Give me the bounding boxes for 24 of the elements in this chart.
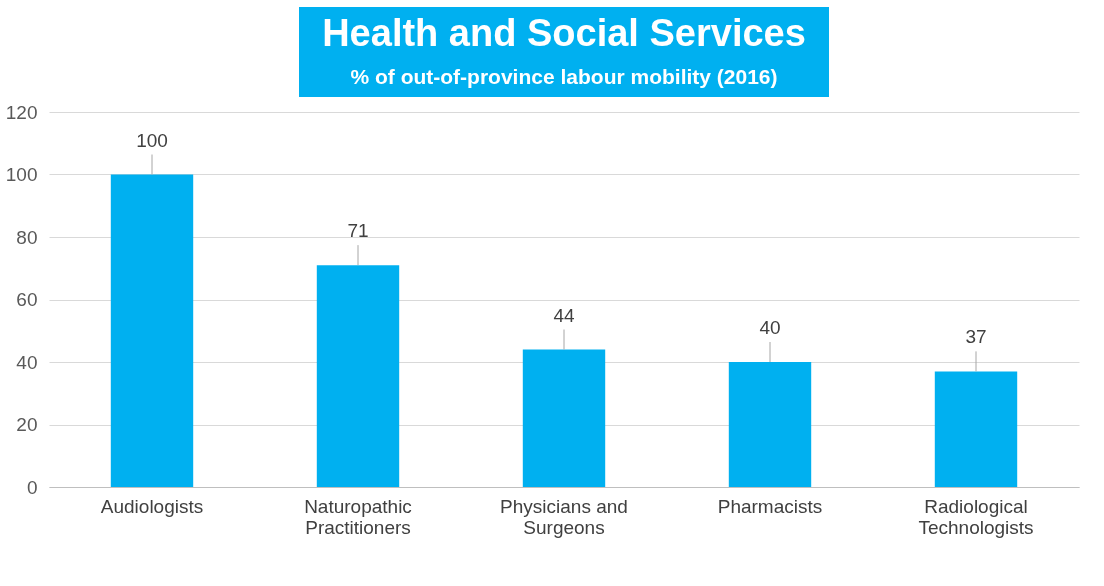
data-label: 40 <box>759 317 781 338</box>
bar <box>110 174 194 487</box>
x-tick-label: Naturopathic Practitioners <box>304 495 412 538</box>
y-tick-label: 20 <box>16 414 38 435</box>
data-label: 100 <box>136 129 168 151</box>
y-tick-label: 80 <box>16 226 38 248</box>
bar <box>934 371 1018 487</box>
x-tick-label: Audiologists <box>100 495 204 517</box>
bar <box>522 349 606 487</box>
chart-subtitle: % of out-of-province labour mobility (2016) <box>350 65 778 88</box>
data-label: 71 <box>347 220 369 242</box>
data-label: 44 <box>553 304 575 326</box>
y-tick-label: 60 <box>16 289 38 310</box>
x-tick-label: Radiological Technologists <box>918 495 1034 538</box>
y-tick-label: 100 <box>5 164 38 185</box>
data-label: 37 <box>965 326 987 348</box>
y-tick-label: 40 <box>16 351 38 373</box>
y-tick-label: 0 <box>26 476 38 498</box>
bar <box>316 265 400 487</box>
y-tick-label: 120 <box>5 101 38 123</box>
chart-title: Health and Social Services <box>322 12 806 54</box>
bar <box>728 362 812 487</box>
x-tick-label: Pharmacists <box>717 495 823 517</box>
x-tick-label: Physicians and Surgeons <box>500 495 628 538</box>
